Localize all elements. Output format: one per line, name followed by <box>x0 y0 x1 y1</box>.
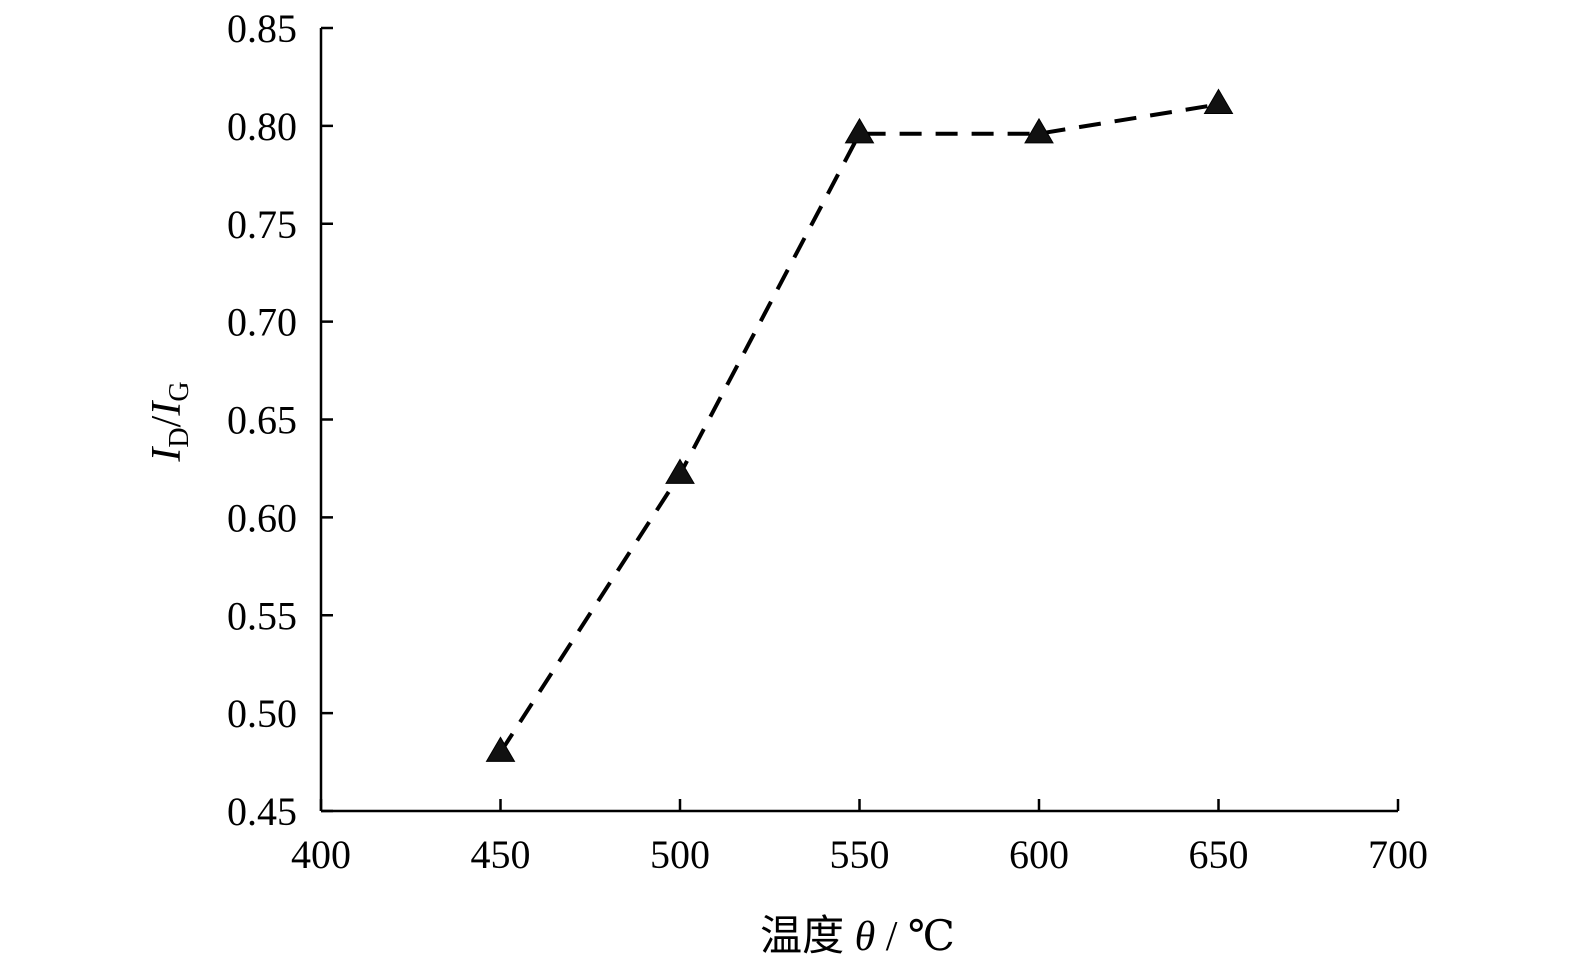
x-axis-title-suffix: / ℃ <box>875 914 955 960</box>
x-tick-label: 650 <box>1189 832 1249 877</box>
y-tick-label: 0.55 <box>227 593 297 638</box>
x-axis-title-symbol: θ <box>855 914 876 960</box>
x-ticks: 400 450 500 550 600 650 700 <box>291 799 1428 877</box>
x-axis-title: 温度 θ / ℃ <box>760 914 955 960</box>
y-tick-label: 0.85 <box>227 6 297 51</box>
y-ticks: 0.45 0.50 0.55 0.60 0.65 0.70 0.75 0.80 0.85 <box>227 6 333 834</box>
y-tick-label: 0.45 <box>227 789 297 834</box>
y-axis-title-numerator: I <box>144 446 190 463</box>
y-tick-label: 0.80 <box>227 104 297 149</box>
y-axis-title: ID/IG <box>144 381 195 462</box>
axes <box>319 28 1398 813</box>
y-tick-label: 0.65 <box>227 398 297 443</box>
y-axis-title-denominator: I <box>144 400 190 417</box>
y-axis-title-denominator-sub: G <box>164 381 195 401</box>
y-tick-label: 0.50 <box>227 691 297 736</box>
series-layer <box>485 88 1234 762</box>
data-point-triangle <box>1024 117 1054 144</box>
x-tick-label: 500 <box>650 832 710 877</box>
y-tick-label: 0.70 <box>227 300 297 345</box>
data-point-triangle <box>844 117 875 144</box>
x-tick-label: 550 <box>830 832 890 877</box>
data-point-triangle <box>485 736 516 762</box>
y-tick-label: 0.75 <box>227 202 297 247</box>
x-tick-label: 700 <box>1368 832 1428 877</box>
x-axis-title-prefix: 温度 <box>760 914 855 960</box>
data-point-triangle <box>665 458 695 484</box>
y-axis-title-numerator-sub: D <box>164 427 195 447</box>
x-tick-label: 400 <box>291 832 351 877</box>
x-tick-label: 450 <box>471 832 531 877</box>
x-tick-label: 600 <box>1009 832 1069 877</box>
series-line <box>498 102 1219 754</box>
y-axis-title-separator: / <box>144 415 190 427</box>
data-point-triangle <box>1203 88 1234 114</box>
y-tick-label: 0.60 <box>227 495 297 540</box>
